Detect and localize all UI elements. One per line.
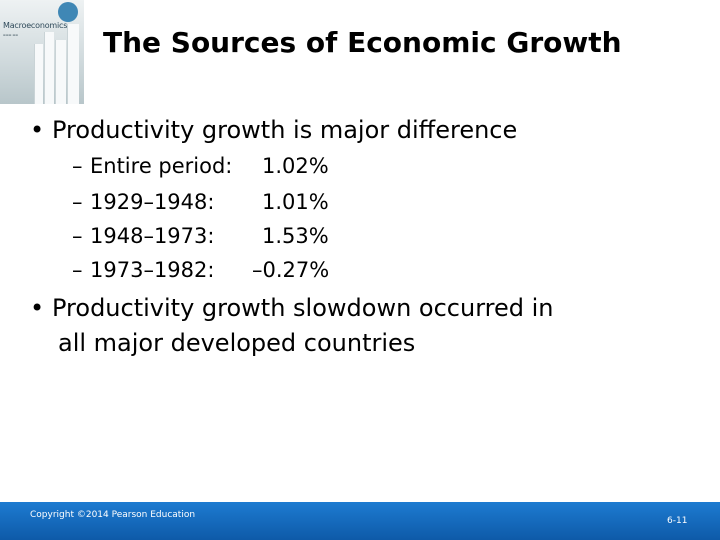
cover-pillar <box>55 40 66 104</box>
copyright-notice: Copyright ©2014 Pearson Education <box>30 510 196 520</box>
sub-bullet-value: 1.02% <box>262 154 329 178</box>
bullet-dot-icon: • <box>30 294 45 322</box>
bullet-text-line2: all major developed countries <box>58 329 416 357</box>
sub-bullet-label: 1948–1973: <box>90 224 215 248</box>
page-number: 6-11 <box>667 516 688 526</box>
cover-pillar <box>67 24 79 104</box>
book-cover-image: Macroeconomics ▬▬▬ ▬▬ <box>0 0 84 104</box>
sub-bullet-value: 1.01% <box>262 190 329 214</box>
bullet-dot-icon: • <box>30 116 45 144</box>
bullet-productivity-difference: • Productivity growth is major difference <box>30 116 517 144</box>
sub-bullet-label: Entire period: <box>90 154 233 178</box>
dash-icon: – <box>72 154 83 178</box>
cover-edition-badge <box>58 2 78 22</box>
sub-bullet-label: 1929–1948: <box>90 190 215 214</box>
sub-bullet-1948-1973: –1948–1973: 1.53% <box>72 224 329 248</box>
dash-icon: – <box>72 258 83 282</box>
cover-pillar <box>44 32 54 104</box>
bullet-text-line1: Productivity growth slowdown occurred in <box>52 294 554 322</box>
sub-bullet-value: 1.53% <box>262 224 329 248</box>
dash-icon: – <box>72 224 83 248</box>
footer-bar: Copyright ©2014 Pearson Education 6-11 <box>0 502 720 540</box>
sub-bullet-1929-1948: –1929–1948: 1.01% <box>72 190 329 214</box>
bullet-text: Productivity growth is major difference <box>52 116 518 144</box>
cover-author-line: ▬▬▬ ▬▬ <box>3 33 19 37</box>
sub-bullet-value: –0.27% <box>252 258 330 282</box>
cover-pillar <box>34 44 43 104</box>
sub-bullet-label: 1973–1982: <box>90 258 215 282</box>
slide-title: The Sources of Economic Growth <box>103 26 622 59</box>
bullet-productivity-slowdown: • Productivity growth slowdown occurred i… <box>30 294 554 322</box>
dash-icon: – <box>72 190 83 214</box>
sub-bullet-entire-period: – Entire period: 1.02% <box>72 154 329 178</box>
sub-bullet-1973-1982: –1973–1982: –0.27% <box>72 258 329 282</box>
cover-title: Macroeconomics <box>3 21 68 30</box>
